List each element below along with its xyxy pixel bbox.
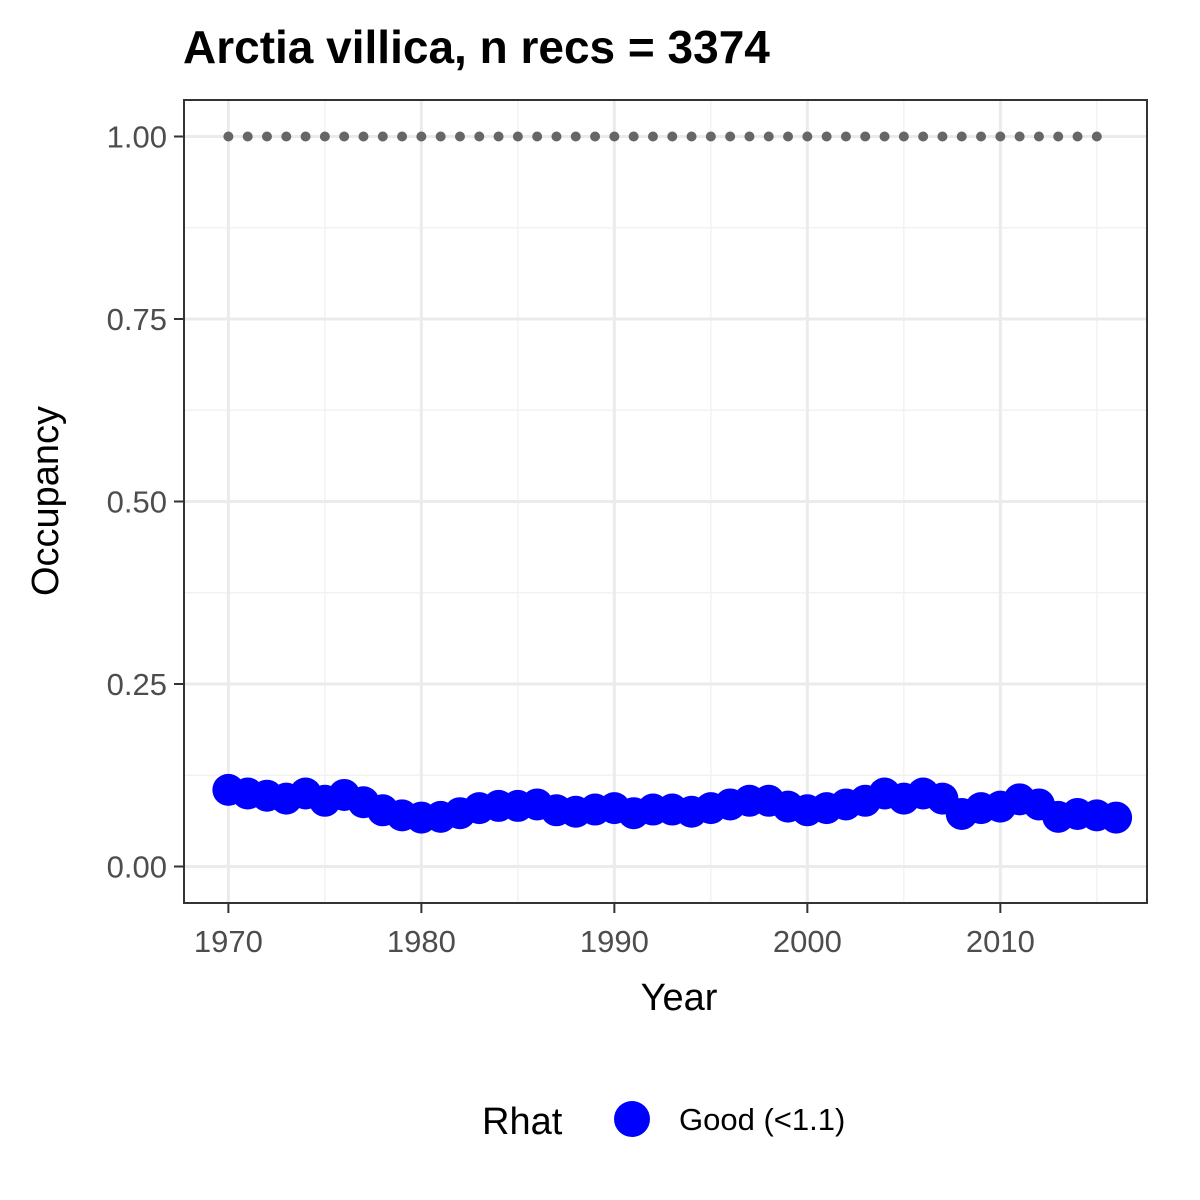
reference-point [281, 131, 292, 142]
reference-point [976, 131, 987, 142]
grid [184, 100, 1147, 903]
y-axis-title: Occupancy [25, 406, 67, 596]
reference-point [319, 131, 330, 142]
reference-point [1053, 131, 1064, 142]
reference-point [609, 131, 620, 142]
reference-point [223, 131, 234, 142]
reference-point [956, 131, 967, 142]
reference-point [300, 131, 311, 142]
x-tick-label: 1980 [387, 924, 456, 959]
occupancy-points [212, 773, 1133, 834]
reference-point [1072, 131, 1083, 142]
reference-point [667, 131, 678, 142]
reference-point [242, 131, 253, 142]
legend-label-good: Good (<1.1) [679, 1102, 845, 1137]
reference-point [1033, 131, 1044, 142]
reference-point [474, 131, 485, 142]
x-axis: 1970 1980 1990 2000 2010 [194, 903, 1035, 959]
reference-point [628, 131, 639, 142]
reference-points [223, 131, 1102, 142]
reference-point [454, 131, 465, 142]
y-tick-label: 0.25 [107, 667, 167, 702]
reference-point [551, 131, 562, 142]
reference-point [860, 131, 871, 142]
reference-point [725, 131, 736, 142]
reference-point [261, 131, 272, 142]
y-tick-label: 1.00 [107, 120, 167, 155]
chart-title: Arctia villica, n recs = 3374 [183, 21, 770, 73]
reference-point [590, 131, 601, 142]
legend-key-good [614, 1101, 650, 1137]
reference-point [512, 131, 523, 142]
reference-point [358, 131, 369, 142]
reference-point [937, 131, 948, 142]
reference-point [1091, 131, 1102, 142]
reference-point [821, 131, 832, 142]
plot-area [183, 99, 1148, 904]
reference-point [1014, 131, 1025, 142]
x-tick-label: 1990 [580, 924, 649, 959]
y-tick-label: 0.00 [107, 850, 167, 885]
reference-point [744, 131, 755, 142]
y-axis: 0.00 0.25 0.50 0.75 1.00 [107, 120, 184, 885]
reference-point [879, 131, 890, 142]
reference-point [435, 131, 446, 142]
reference-point [647, 131, 658, 142]
reference-point [995, 131, 1006, 142]
reference-point [840, 131, 851, 142]
x-tick-label: 1970 [194, 924, 263, 959]
reference-point [416, 131, 427, 142]
y-tick-label: 0.75 [107, 302, 167, 337]
reference-point [686, 131, 697, 142]
reference-point [532, 131, 543, 142]
reference-point [918, 131, 929, 142]
legend-title: Rhat [482, 1101, 563, 1143]
reference-point [898, 131, 909, 142]
reference-point [763, 131, 774, 142]
reference-point [377, 131, 388, 142]
reference-point [570, 131, 581, 142]
reference-point [339, 131, 350, 142]
y-tick-label: 0.50 [107, 485, 167, 520]
reference-point [397, 131, 408, 142]
legend: Rhat Good (<1.1) [482, 1101, 845, 1143]
x-tick-label: 2000 [773, 924, 842, 959]
reference-point [493, 131, 504, 142]
reference-point [783, 131, 794, 142]
x-tick-label: 2010 [966, 924, 1035, 959]
reference-point [705, 131, 716, 142]
occupancy-point [1100, 801, 1133, 834]
x-axis-title: Year [641, 977, 718, 1019]
reference-point [802, 131, 813, 142]
